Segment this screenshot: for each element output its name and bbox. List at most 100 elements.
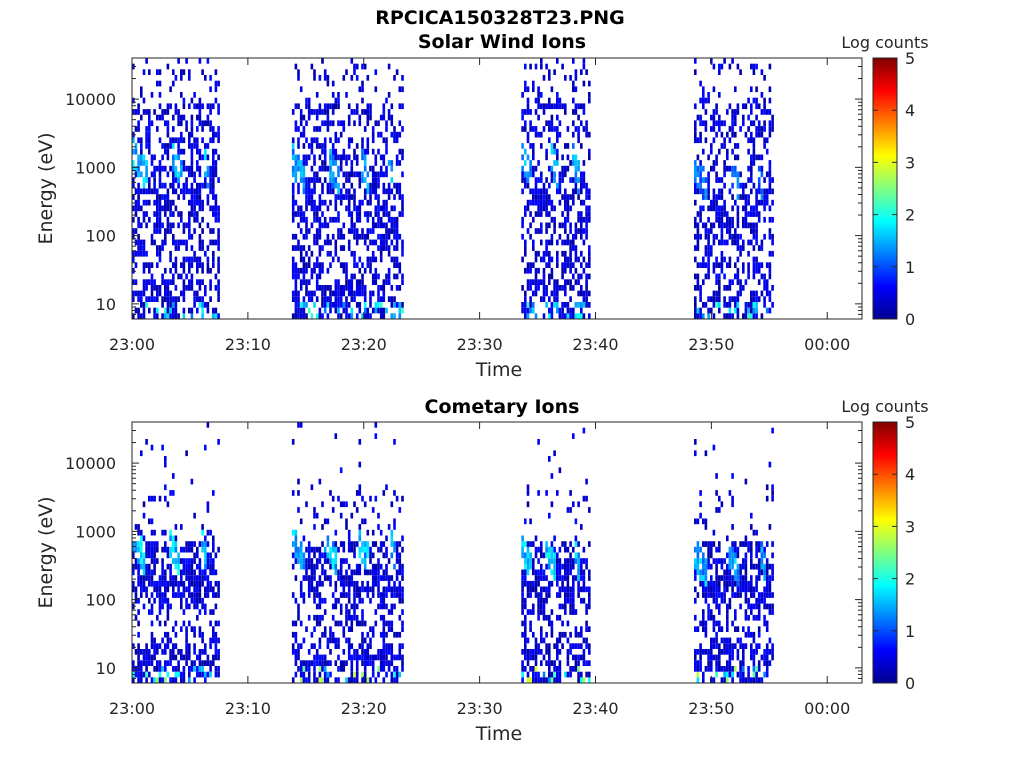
spectrogram-cell <box>134 211 138 217</box>
spectrogram-cell <box>540 631 543 638</box>
spectrogram-cell <box>302 188 306 195</box>
spectrogram-cell <box>526 131 530 138</box>
spectrogram-cell <box>385 239 388 246</box>
spectrogram-cell <box>524 643 527 649</box>
spectrogram-cell <box>212 137 215 144</box>
spectrogram-cell <box>164 211 167 217</box>
spectrogram-cell <box>707 546 710 553</box>
spectrogram-cell <box>387 188 391 195</box>
spectrogram-cell <box>206 586 210 593</box>
spectrogram-cell <box>331 541 335 547</box>
spectrogram-cell <box>750 677 753 683</box>
spectrogram-cell <box>521 285 524 291</box>
spectrogram-cell <box>534 109 538 115</box>
spectrogram-cell <box>169 677 172 683</box>
spectrogram-cell <box>561 171 564 178</box>
spectrogram-cell <box>374 239 378 246</box>
spectrogram-cell <box>556 137 559 144</box>
spectrogram-cell <box>217 649 220 655</box>
spectrogram-cell <box>712 86 716 93</box>
spectrogram-cell <box>736 296 740 302</box>
spectrogram-cell <box>699 569 702 576</box>
spectrogram-cell <box>556 154 559 161</box>
spectrogram-cell <box>558 569 562 576</box>
spectrogram-cell <box>350 603 354 610</box>
spectrogram-cell <box>153 165 156 172</box>
spectrogram-cell <box>150 620 154 627</box>
spectrogram-cell <box>321 109 324 115</box>
spectrogram-cell <box>339 592 343 598</box>
spectrogram-cell <box>699 620 702 627</box>
spectrogram-cell <box>137 222 140 229</box>
spectrogram-cell <box>569 507 572 513</box>
spectrogram-cell <box>313 182 316 189</box>
spectrogram-cell <box>739 637 742 644</box>
spectrogram-cell <box>313 239 316 246</box>
spectrogram-cell <box>755 296 758 302</box>
spectrogram-cell <box>707 307 710 314</box>
spectrogram-cell <box>550 671 554 678</box>
spectrogram-cell <box>353 109 356 115</box>
spectrogram-cell <box>323 143 327 149</box>
spectrogram-cell <box>771 484 774 491</box>
spectrogram-cell <box>355 205 359 212</box>
spectrogram-cell <box>334 569 338 576</box>
spectrogram-cell <box>728 643 732 649</box>
spectrogram-cell <box>588 302 591 308</box>
spectrogram-cell <box>561 222 564 229</box>
spectrogram-cell <box>363 677 367 683</box>
spectrogram-cell <box>172 649 175 655</box>
spectrogram-cell <box>369 262 372 268</box>
spectrogram-cell <box>315 109 319 115</box>
spectrogram-cell <box>347 239 351 246</box>
spectrogram-cell <box>398 631 402 638</box>
spectrogram-cell <box>196 666 199 672</box>
spectrogram-cell <box>755 290 758 297</box>
spectrogram-cell <box>369 199 372 206</box>
spectrogram-cell <box>540 58 543 64</box>
spectrogram-cell <box>374 569 378 576</box>
spectrogram-cell <box>540 177 543 183</box>
spectrogram-cell <box>217 313 220 319</box>
spectrogram-cell <box>371 654 375 661</box>
spectrogram-cell <box>564 205 567 212</box>
spectrogram-cell <box>532 609 535 615</box>
spectrogram-cell <box>564 541 567 547</box>
spectrogram-cell <box>148 279 151 285</box>
spectrogram-cell <box>534 267 538 274</box>
spectrogram-cell <box>558 222 562 229</box>
spectrogram-cell <box>315 546 319 553</box>
spectrogram-cell <box>763 575 766 581</box>
spectrogram-cell <box>366 109 370 115</box>
spectrogram-cell <box>534 165 538 172</box>
spectrogram-cell <box>734 296 737 302</box>
spectrogram-cell <box>715 558 718 564</box>
spectrogram-cell <box>177 114 180 121</box>
spectrogram-cell <box>545 631 548 638</box>
spectrogram-cell <box>297 296 300 302</box>
spectrogram-cell <box>707 558 710 564</box>
spectrogram-cell <box>291 620 295 627</box>
spectrogram-cell <box>694 199 697 206</box>
spectrogram-cell <box>137 666 140 672</box>
spectrogram-cell <box>182 148 186 155</box>
spectrogram-cell <box>302 592 306 598</box>
spectrogram-cell <box>339 558 343 564</box>
spectrogram-cell <box>315 614 319 621</box>
spectrogram-cell <box>323 239 327 246</box>
spectrogram-cell <box>580 103 583 110</box>
spectrogram-cell <box>726 285 729 291</box>
spectrogram-cell <box>712 205 716 212</box>
spectrogram-cell <box>198 154 202 161</box>
spectrogram-cell <box>148 114 151 121</box>
spectrogram-cell <box>387 267 391 274</box>
spectrogram-cell <box>382 290 386 297</box>
spectrogram-cell <box>699 285 702 291</box>
spectrogram-cell <box>334 552 338 559</box>
spectrogram-cell <box>164 649 167 655</box>
spectrogram-cell <box>153 296 156 302</box>
spectrogram-cell <box>188 256 191 263</box>
spectrogram-cell <box>728 307 732 314</box>
spectrogram-cell <box>694 188 697 195</box>
spectrogram-cell <box>209 177 212 183</box>
